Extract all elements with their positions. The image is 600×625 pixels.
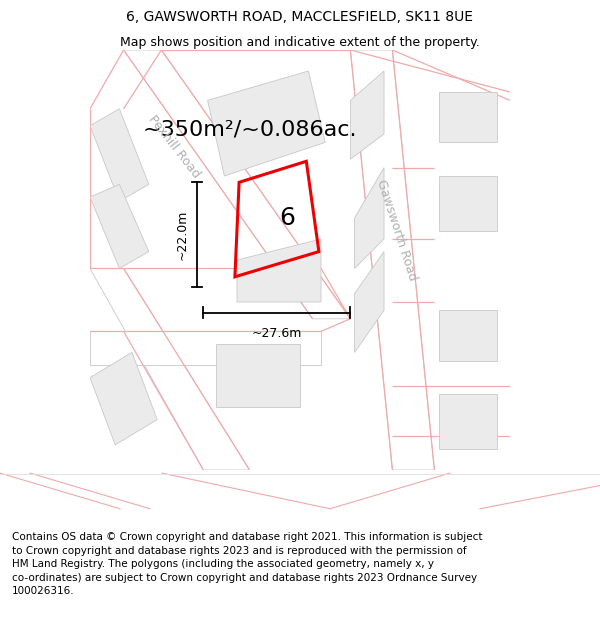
Polygon shape [216, 344, 300, 407]
Text: 6, GAWSWORTH ROAD, MACCLESFIELD, SK11 8UE: 6, GAWSWORTH ROAD, MACCLESFIELD, SK11 8U… [127, 10, 473, 24]
Polygon shape [439, 394, 497, 449]
Text: Gawsworth Road: Gawsworth Road [374, 178, 419, 283]
Polygon shape [439, 311, 497, 361]
Polygon shape [124, 50, 350, 319]
Polygon shape [439, 92, 497, 142]
Text: ~27.6m: ~27.6m [252, 327, 302, 340]
Text: Map shows position and indicative extent of the property.: Map shows position and indicative extent… [120, 36, 480, 49]
Polygon shape [439, 176, 497, 231]
Polygon shape [237, 239, 321, 302]
Polygon shape [350, 71, 384, 159]
Polygon shape [350, 50, 434, 470]
Polygon shape [90, 331, 321, 365]
Text: ~22.0m: ~22.0m [176, 209, 189, 260]
Polygon shape [355, 168, 384, 268]
Text: Pexhill Road: Pexhill Road [146, 112, 202, 181]
Polygon shape [355, 252, 384, 352]
Polygon shape [90, 268, 250, 470]
Text: 6: 6 [280, 206, 295, 230]
Polygon shape [90, 109, 149, 201]
Polygon shape [90, 352, 157, 445]
Text: ~350m²/~0.086ac.: ~350m²/~0.086ac. [142, 120, 357, 140]
Polygon shape [90, 184, 149, 268]
Polygon shape [208, 71, 325, 176]
Text: Contains OS data © Crown copyright and database right 2021. This information is : Contains OS data © Crown copyright and d… [12, 532, 482, 596]
